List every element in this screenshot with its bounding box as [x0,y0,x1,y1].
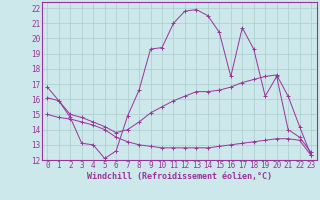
X-axis label: Windchill (Refroidissement éolien,°C): Windchill (Refroidissement éolien,°C) [87,172,272,181]
